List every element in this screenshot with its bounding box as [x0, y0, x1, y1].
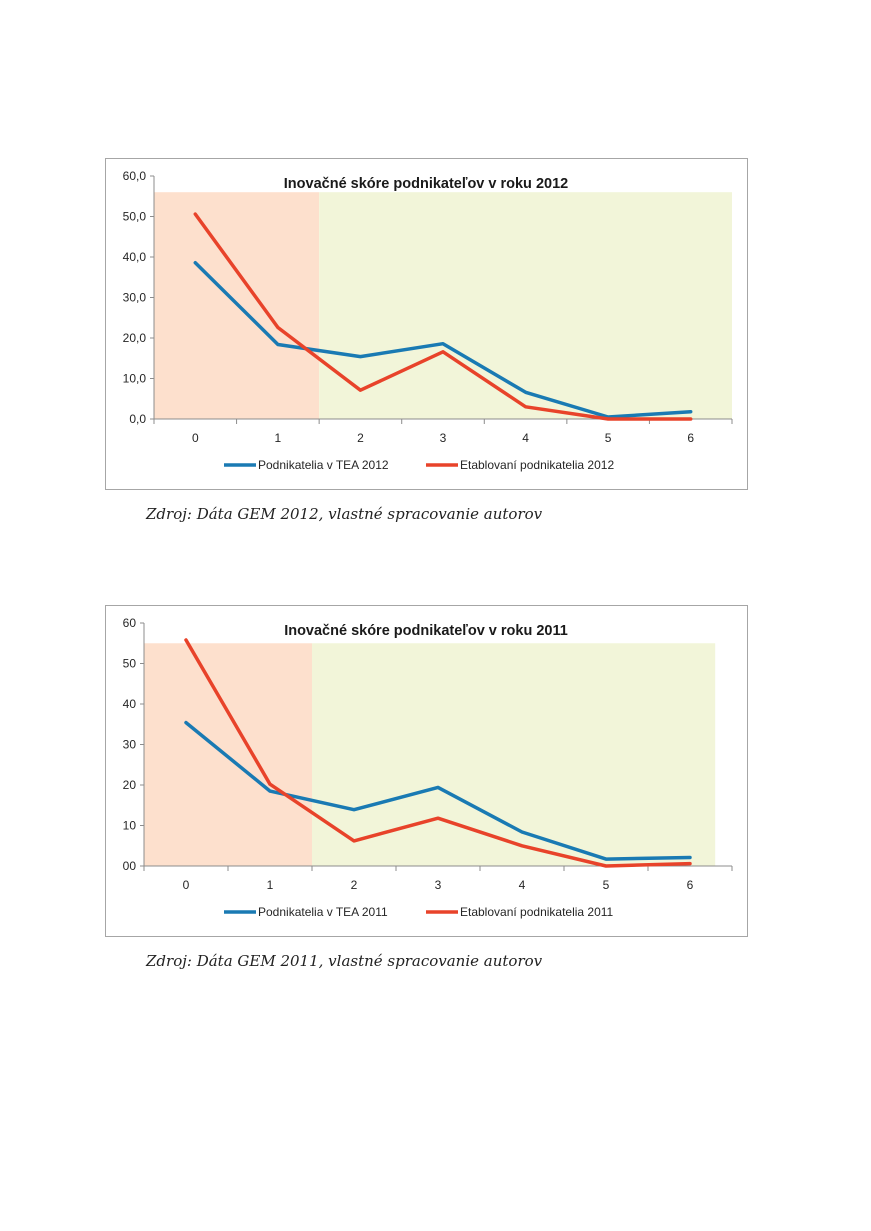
- y-tick-label: 50,0: [123, 210, 147, 224]
- y-tick-label: 0,0: [129, 412, 146, 426]
- band-high-innovation: [319, 192, 732, 419]
- y-tick-label: 60: [123, 616, 137, 630]
- y-tick-label: 30: [123, 738, 137, 752]
- x-tick-label: 2: [351, 878, 358, 892]
- y-tick-label: 30,0: [123, 291, 147, 305]
- x-tick-label: 4: [519, 878, 526, 892]
- y-tick-label: 20: [123, 778, 137, 792]
- y-tick-label: 10: [123, 819, 137, 833]
- chart-2012: 0,0 10,0 20,0 30,0 40,0 50,0 60,0 0 1 2 3 4 5 6 Inovač…: [105, 158, 748, 490]
- y-tick-label: 40: [123, 697, 137, 711]
- x-tick-label: 4: [522, 431, 529, 445]
- chart-2011-svg: 00 10 20 30 40 50 60 0 1 2 3 4 5 6 Inovačné skóre podn…: [123, 616, 733, 919]
- y-tick-label: 10,0: [123, 372, 147, 386]
- x-tick-label: 2: [357, 431, 364, 445]
- y-tick-label: 20,0: [123, 331, 147, 345]
- source-caption-2011: Zdroj: Dáta GEM 2011, vlastné spracovani…: [146, 952, 543, 970]
- legend-label-tea: Podnikatelia v TEA 2012: [258, 458, 389, 472]
- x-tick-label: 1: [275, 431, 282, 445]
- x-tick-label: 1: [267, 878, 274, 892]
- x-tick-label: 0: [192, 431, 199, 445]
- y-tick-label: 40,0: [123, 250, 147, 264]
- band-high-innovation: [312, 643, 716, 866]
- x-tick-label: 6: [687, 431, 694, 445]
- x-tick-label: 3: [435, 878, 442, 892]
- chart-2011: 00 10 20 30 40 50 60 0 1 2 3 4 5 6 Inovačné skóre podn…: [105, 605, 748, 937]
- y-tick-label: 50: [123, 657, 137, 671]
- source-caption-2012: Zdroj: Dáta GEM 2012, vlastné spracovani…: [146, 505, 543, 523]
- legend-label-tea: Podnikatelia v TEA 2011: [258, 905, 388, 919]
- chart-title: Inovačné skóre podnikateľov v roku 2012: [284, 176, 568, 192]
- x-tick-label: 5: [603, 878, 610, 892]
- chart-title: Inovačné skóre podnikateľov v roku 2011: [284, 623, 568, 639]
- y-tick-label: 60,0: [123, 169, 147, 183]
- legend-label-established: Etablovaní podnikatelia 2011: [460, 905, 614, 919]
- x-tick-label: 5: [605, 431, 612, 445]
- y-tick-label: 00: [123, 859, 137, 873]
- chart-2012-svg: 0,0 10,0 20,0 30,0 40,0 50,0 60,0 0 1 2 3 4 5 6 Inovač…: [123, 169, 733, 472]
- x-tick-label: 6: [687, 878, 694, 892]
- x-tick-label: 3: [440, 431, 447, 445]
- x-tick-label: 0: [183, 878, 190, 892]
- legend-label-established: Etablovaní podnikatelia 2012: [460, 458, 614, 472]
